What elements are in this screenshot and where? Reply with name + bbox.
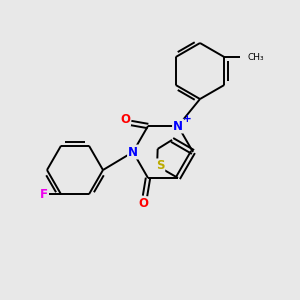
Text: F: F	[40, 188, 48, 201]
Text: +: +	[183, 114, 191, 124]
Text: O: O	[138, 197, 148, 211]
Text: N: N	[128, 146, 138, 158]
Text: O: O	[120, 112, 130, 125]
Text: S: S	[156, 159, 164, 172]
Text: N: N	[173, 119, 183, 133]
Text: CH₃: CH₃	[247, 52, 264, 62]
